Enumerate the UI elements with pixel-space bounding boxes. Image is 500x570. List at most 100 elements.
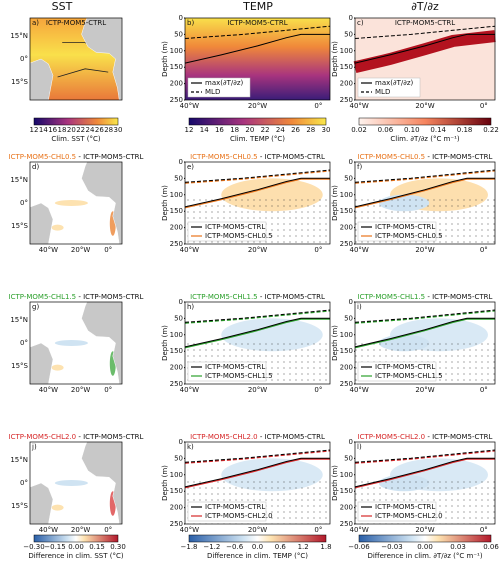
panel-frame (354, 17, 496, 101)
depth-tick-label: 50 (344, 174, 353, 182)
depth-tick-label: 250 (340, 96, 353, 104)
panel-frame (29, 161, 123, 245)
reference-name: - ICTP-MOM5-CTRL (76, 153, 143, 161)
colorbar-tick-label: 14 (200, 126, 209, 134)
depth-tick-label: 100 (340, 331, 353, 339)
panel-letter: f) (357, 163, 362, 171)
lon-tick-label: 40°W (180, 386, 199, 394)
lat-tick-label: 15°S (11, 222, 28, 230)
anomaly (51, 504, 64, 511)
colorbar-tick-label: 0.03 (450, 543, 466, 551)
depth-tick-label: 150 (170, 63, 183, 71)
panel-frame (29, 301, 123, 385)
depth-tick-label: 0 (349, 14, 353, 22)
panel-frame (184, 301, 331, 385)
lon-tick-label: 0° (314, 102, 322, 110)
column-title: SST (52, 0, 73, 13)
lon-tick-label: 0° (480, 386, 488, 394)
legend-label: ICTP-MOM5-CHL0.5 (375, 232, 443, 240)
exp-line (184, 458, 330, 489)
reference-name: - ICTP-MOM5-CTRL (76, 293, 143, 301)
lon-tick-label: 20°W (248, 246, 267, 254)
colorbar-tick-label: 0.6 (275, 543, 287, 551)
colorbar-tick-label: 0.22 (483, 126, 499, 134)
lat-tick-label: 15°N (10, 456, 28, 464)
depth-tick-label: 50 (174, 174, 183, 182)
exp-line (354, 458, 495, 489)
panel-frame (354, 301, 496, 385)
depth-tick-label: 0 (349, 298, 353, 306)
colorbar-tick-label: −0.06 (348, 543, 370, 551)
depth-tick-label: 200 (340, 224, 353, 232)
depth-tick-label: 0 (179, 158, 183, 166)
depth-label: Depth (m) (161, 325, 169, 361)
colorbar-tick-label: 1.2 (298, 543, 309, 551)
reference-name: - ICTP-MOM5-CTRL (76, 433, 143, 441)
colorbar-tick-label: 30 (322, 126, 331, 134)
anomaly (51, 224, 64, 231)
colorbar-tick-label: 16 (48, 126, 57, 134)
legend-label: ICTP-MOM5-CHL2.0 (375, 512, 443, 520)
lat-tick-label: 0° (20, 55, 28, 63)
depth-tick-label: 0 (179, 298, 183, 306)
lon-tick-label: 20°W (415, 526, 434, 534)
lon-tick-label: 40°W (180, 102, 199, 110)
ctrl-mld (184, 309, 331, 324)
colorbar-tick-label: 0.06 (378, 126, 394, 134)
lat-tick-label: 15°N (10, 316, 28, 324)
experiment-name: ICTP-MOM5-CHL1.5 (190, 293, 258, 301)
lon-tick-label: 0° (480, 102, 488, 110)
panel-title: ICTP-MOM5-CHL1.5 - ICTP-MOM5-CTRL (190, 293, 325, 301)
depth-tick-label: 150 (170, 207, 183, 215)
panel-frame (29, 441, 123, 525)
panel-frame (184, 161, 331, 245)
colorbar-tick-label: 0.30 (110, 543, 126, 551)
depth-tick-label: 200 (340, 364, 353, 372)
colorbar-tick-label: 0.06 (483, 543, 499, 551)
depth-tick-label: 250 (340, 240, 353, 248)
lon-tick-label: 40°W (39, 526, 58, 534)
depth-tick-label: 50 (174, 454, 183, 462)
depth-tick-label: 0 (179, 14, 183, 22)
depth-tick-label: 150 (340, 207, 353, 215)
depth-label: Depth (m) (331, 41, 339, 77)
depth-tick-label: 200 (340, 504, 353, 512)
lon-tick-label: 0° (104, 526, 112, 534)
mld-line (184, 25, 331, 39)
depth-tick-label: 200 (340, 80, 353, 88)
contour (57, 68, 109, 78)
lat-tick-label: 15°S (11, 502, 28, 510)
depth-tick-label: 200 (170, 80, 183, 88)
panel-title: ICTP-MOM5-CTRL (395, 19, 455, 27)
legend-box (357, 361, 437, 382)
column-title: ∂T/∂z (411, 0, 439, 13)
depth-tick-label: 0 (349, 438, 353, 446)
panel-frame (354, 441, 496, 525)
lon-tick-label: 20°W (248, 386, 267, 394)
legend-label: ICTP-MOM5-CTRL (375, 503, 435, 511)
legend-box (357, 77, 421, 98)
depth-tick-label: 100 (340, 191, 353, 199)
panel-letter: i) (357, 303, 362, 311)
thermocline-line (354, 33, 495, 64)
depth-tick-label: 0 (349, 158, 353, 166)
colorbar-tick-label: 28 (104, 126, 113, 134)
thermocline-line (184, 33, 330, 64)
legend-label: ICTP-MOM5-CHL0.5 (205, 232, 273, 240)
legend-label: ICTP-MOM5-CHL2.0 (205, 512, 273, 520)
ctrl-line (184, 177, 330, 208)
depth-tick-label: 250 (170, 380, 183, 388)
panel-letter: j) (31, 443, 37, 451)
ctrl-line (184, 457, 330, 488)
colorbar-tick-label: −0.15 (44, 543, 65, 551)
panel-title: ICTP-MOM5-CTRL (227, 19, 287, 27)
colorbar-label: Difference in clim. SST (°C) (28, 552, 123, 560)
lon-tick-label: 40°W (350, 246, 369, 254)
colorbar-tick-label: −0.30 (23, 543, 44, 551)
colorbar-label: Clim. ∂T/∂z (°C m⁻¹) (390, 135, 459, 143)
lon-tick-label: 0° (104, 246, 112, 254)
experiment-name: ICTP-MOM5-CHL2.0 (358, 433, 426, 441)
ctrl-mld (184, 449, 331, 464)
legend-label: ICTP-MOM5-CHL1.5 (375, 372, 443, 380)
